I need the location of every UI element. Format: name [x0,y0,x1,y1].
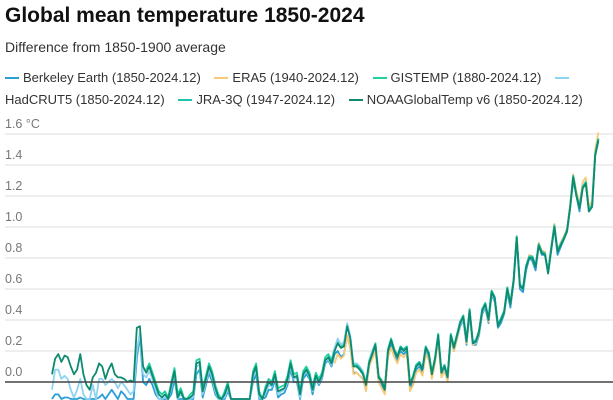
legend-item[interactable]: JRA-3Q (1947-2024.12) [178,92,335,107]
y-tick-label: 0.8 [5,241,22,255]
y-tick-label: 0.0 [5,365,22,379]
legend-item[interactable]: GISTEMP (1880-2024.12) [372,70,542,85]
chart-title: Global mean temperature 1850-2024 [5,4,365,27]
series-lines [51,132,600,400]
y-tick-label: 0.2 [5,334,22,348]
legend-label: Berkeley Earth (1850-2024.12) [23,70,201,85]
y-tick-label: 1.0 [5,210,22,224]
legend-swatch-icon [5,76,19,79]
legend-label: ERA5 (1940-2024.12) [232,70,359,85]
series-line-1 [333,132,600,396]
legend-label: HadCRUT5 (1850-2024.12) [5,92,165,107]
y-tick-label: 1.2 [5,179,22,193]
gridlines [5,133,613,352]
chart-subtitle: Difference from 1850-1900 average [5,39,226,55]
legend: Berkeley Earth (1850-2024.12) ERA5 (1940… [5,67,611,111]
legend-swatch-icon [372,76,387,79]
legend-swatch-icon [348,98,363,101]
legend-swatch-icon [178,98,193,101]
y-tick-label: 0.6 [5,272,22,286]
legend-item[interactable]: ERA5 (1940-2024.12) [214,70,359,85]
series-line-5 [51,140,600,400]
legend-label: JRA-3Q (1947-2024.12) [196,92,336,107]
y-tick-label: 0.4 [5,303,22,317]
legend-swatch-icon [214,76,229,79]
legend-item[interactable]: HadCRUT5 (1850-2024.12) [5,70,573,107]
legend-swatch-icon [554,76,569,79]
legend-label: GISTEMP (1880-2024.12) [390,70,542,85]
y-tick-label: 1.6 °C [5,117,40,131]
legend-item[interactable]: NOAAGlobalTemp v6 (1850-2024.12) [348,92,583,107]
y-tick-label: 1.4 [5,148,22,162]
y-axis-ticks: 1.6 °C 1.4 1.2 1.0 0.8 0.6 0.4 0.2 0.0 [5,117,40,379]
legend-label: NOAAGlobalTemp v6 (1850-2024.12) [366,92,583,107]
legend-item[interactable]: Berkeley Earth (1850-2024.12) [5,70,201,85]
